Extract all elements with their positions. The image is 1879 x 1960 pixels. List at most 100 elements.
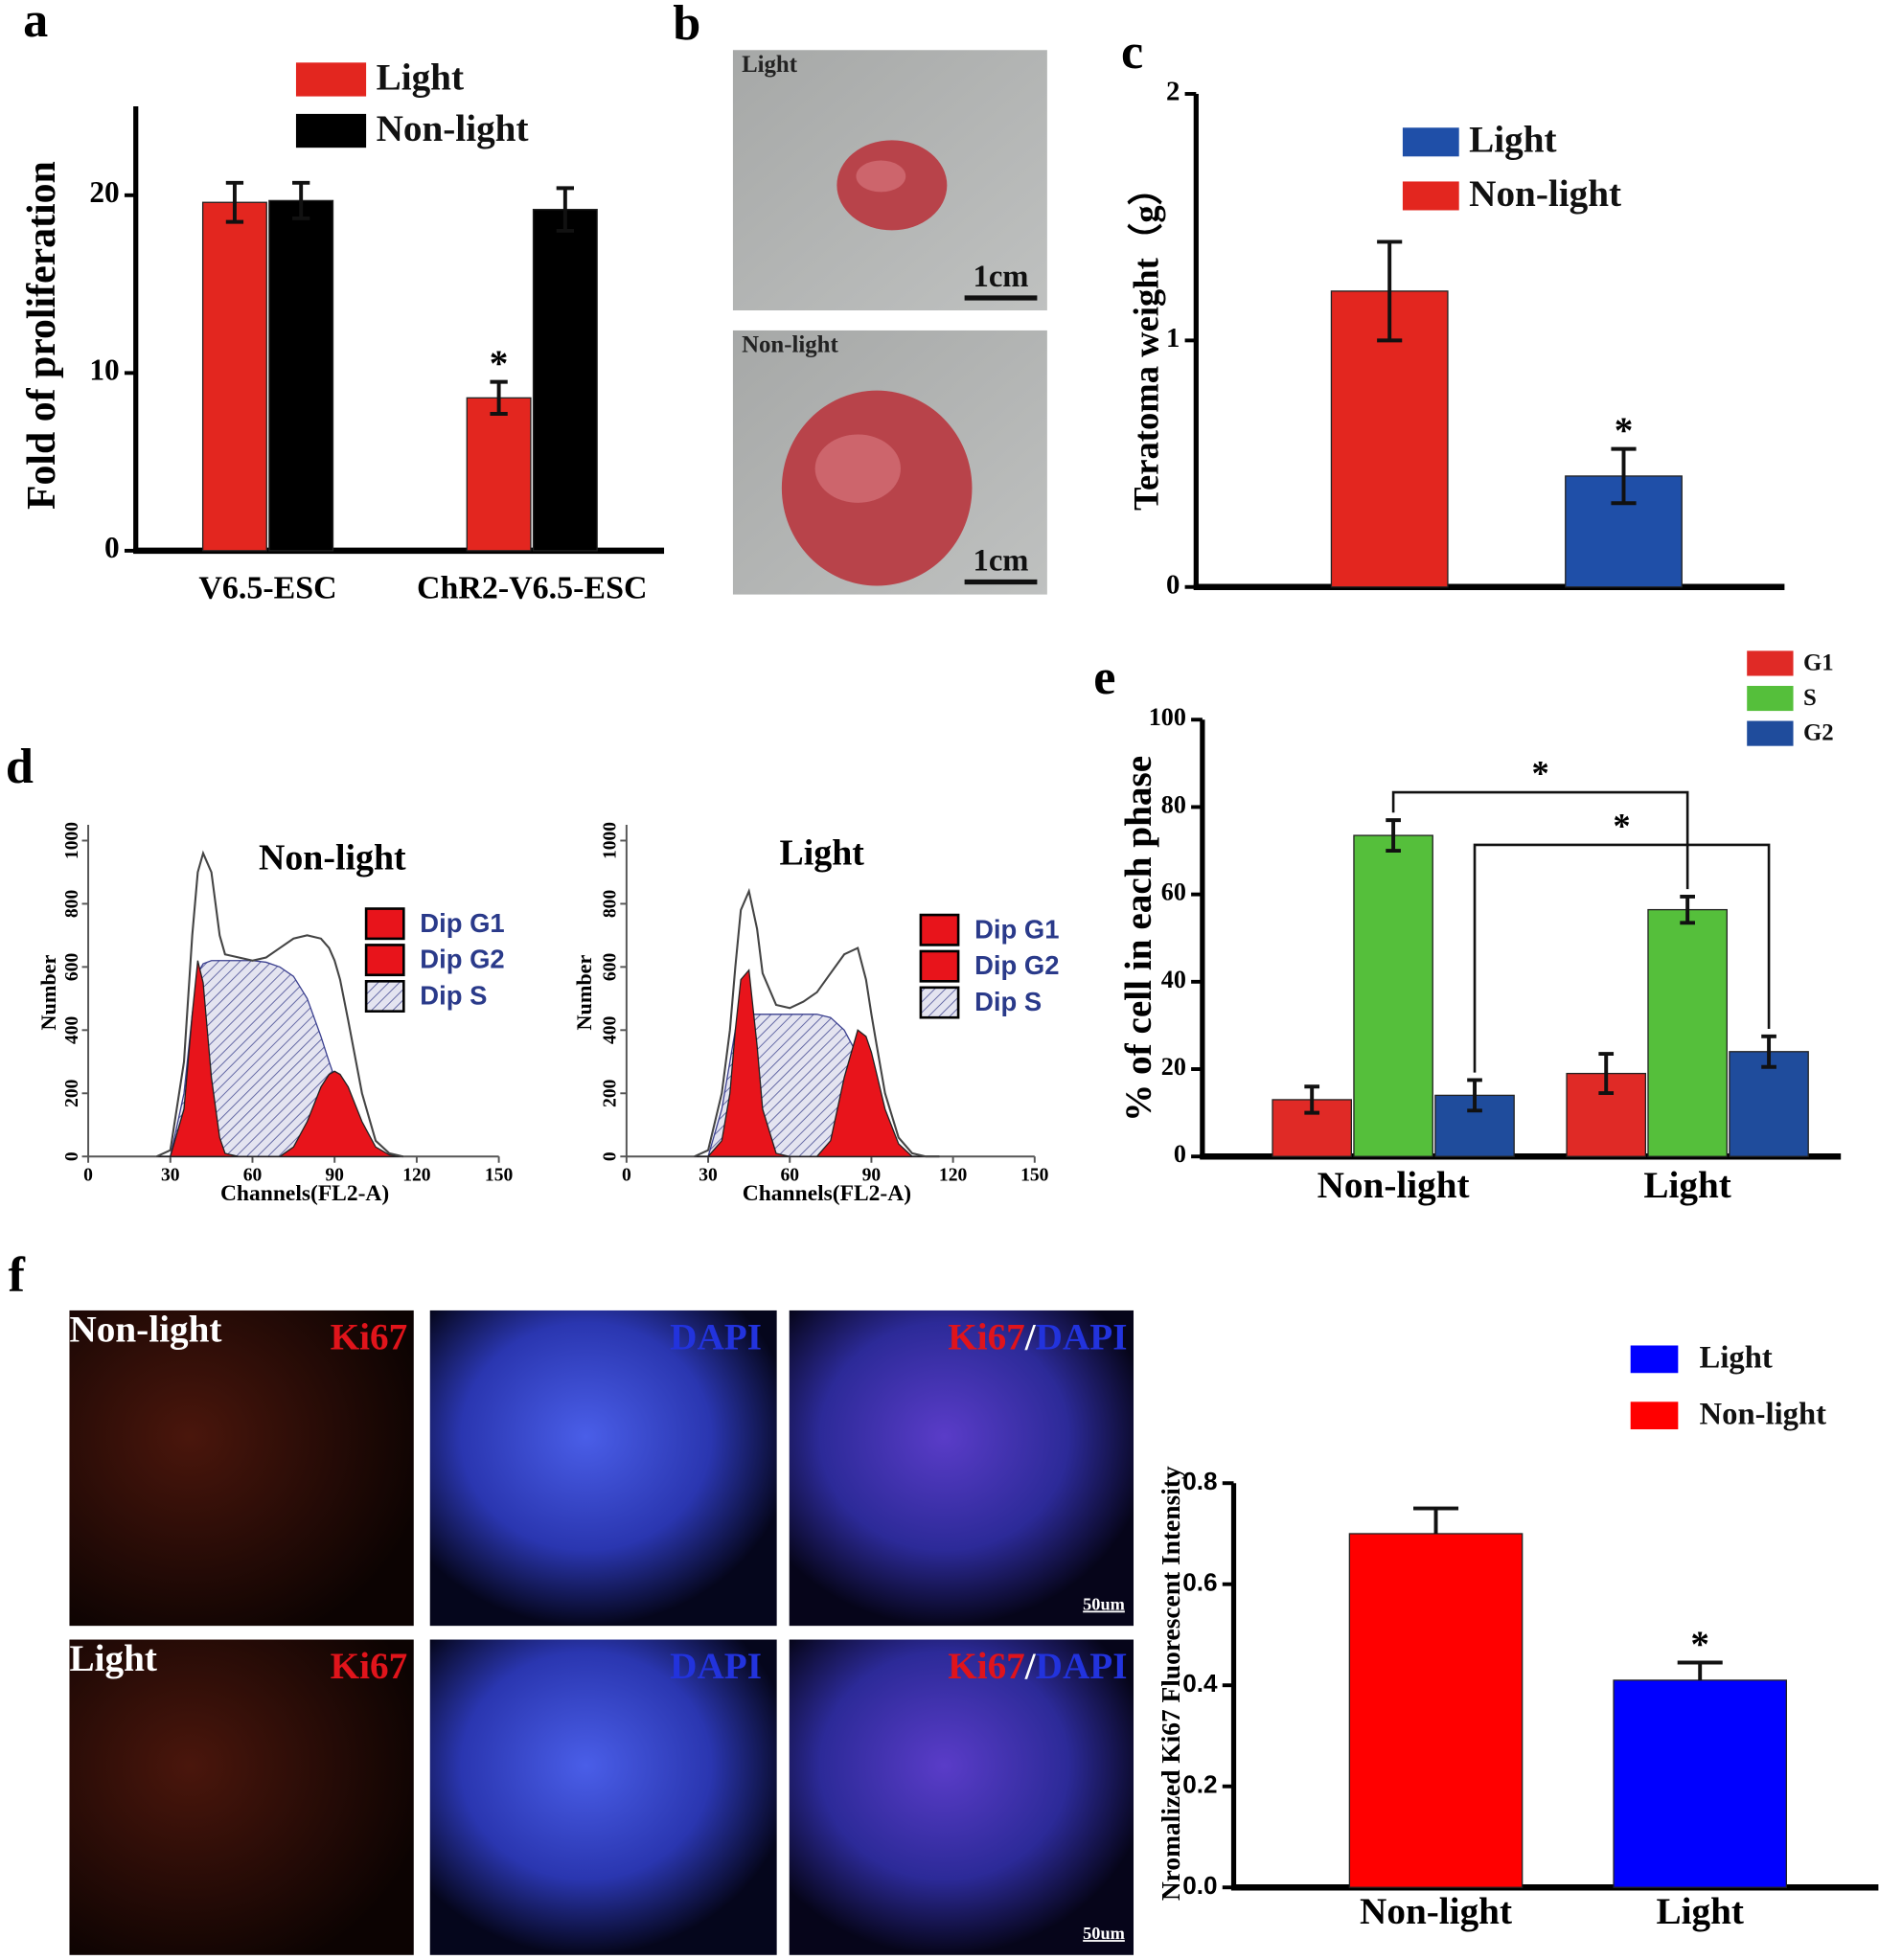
legend-swatch (1747, 650, 1794, 676)
bar (1647, 908, 1728, 1157)
legend-label: S (1803, 685, 1817, 711)
panel-label: f (8, 1246, 25, 1302)
legend-label: Light (1469, 120, 1556, 161)
scale-label: 1cm (974, 260, 1029, 294)
x-tick-label: 0 (622, 1166, 631, 1186)
y-tick-label: 40 (1161, 966, 1186, 993)
micrograph (429, 1639, 777, 1955)
error-bar (1304, 1084, 1320, 1115)
legend-swatch (1630, 1402, 1679, 1430)
x-tick-label: V6.5-ESC (198, 570, 336, 605)
legend-label: Non-light (377, 108, 529, 149)
legend-swatch (364, 979, 405, 1013)
bar (466, 397, 532, 552)
chart-title: Non-light (259, 838, 406, 878)
error-bar (292, 180, 310, 220)
x-tick-label: Non-light (1360, 1891, 1512, 1932)
x-tick-label: 0 (83, 1166, 93, 1186)
bracket-label: * (1613, 807, 1630, 846)
legend-label: G1 (1803, 650, 1834, 675)
y-tick-label: 0 (104, 531, 120, 564)
x-tick-label: 120 (939, 1166, 968, 1186)
y-axis-label: Number (36, 954, 60, 1030)
x-axis-label: Channels(FL2-A) (220, 1181, 389, 1206)
micrograph (429, 1310, 777, 1627)
legend-label: Dip G2 (974, 950, 1059, 980)
y-tick-label: 20 (89, 175, 119, 209)
y-tick-label: 0.6 (1182, 1568, 1217, 1597)
legend-swatch (1747, 720, 1794, 746)
y-tick-label: 400 (601, 1015, 621, 1044)
photo-label: Non-light (69, 1309, 221, 1350)
y-tick-label: 20 (1161, 1053, 1186, 1081)
x-tick-label: 150 (1020, 1166, 1049, 1186)
legend-label: Light (1700, 1341, 1773, 1376)
stain-part: Ki67 (948, 1646, 1025, 1687)
x-tick-label: 120 (402, 1166, 431, 1186)
stain-part: DAPI (1036, 1316, 1128, 1357)
x-tick-label: 60 (780, 1166, 799, 1186)
photo-label: Light (69, 1638, 156, 1679)
panel-label: c (1121, 24, 1143, 80)
scale-label: 50um (1083, 1594, 1125, 1613)
y-tick-label: 600 (62, 952, 82, 981)
specimen-highlight (814, 434, 901, 503)
y-tick-label: 0.8 (1182, 1467, 1217, 1495)
scale-label: 50um (1083, 1924, 1125, 1943)
y-tick-label: 0 (1174, 1140, 1186, 1168)
y-tick-label: 200 (601, 1079, 621, 1107)
panel-label: e (1093, 650, 1115, 705)
x-tick-label: Non-light (1318, 1165, 1470, 1206)
envelope-line (694, 887, 940, 1158)
y-tick-label: 0 (1166, 569, 1180, 600)
y-axis-label: Nromalized Ki67 Fluorescent Intensity (1157, 1466, 1185, 1901)
legend-swatch (1630, 1345, 1679, 1374)
legend-swatch (295, 113, 367, 148)
y-tick-label: 800 (62, 890, 82, 919)
legend-swatch (919, 949, 960, 983)
area (156, 1070, 403, 1157)
legend-swatch (1402, 181, 1459, 211)
stain-label: Ki67/DAPI (948, 1646, 1127, 1687)
y-tick-label: 10 (89, 353, 119, 387)
x-tick-label: 90 (325, 1166, 344, 1186)
error-bar (225, 180, 244, 224)
y-tick-label: 0 (601, 1151, 621, 1161)
legend-label: Non-light (1469, 173, 1621, 215)
stain-part: DAPI (1036, 1646, 1128, 1687)
legend-swatch (1402, 127, 1459, 157)
y-tick-label: 0.0 (1182, 1871, 1217, 1900)
photo-label: Non-light (742, 332, 838, 358)
x-axis-label: Channels(FL2-A) (743, 1181, 911, 1206)
legend-swatch (364, 907, 405, 941)
bar (1613, 1679, 1788, 1888)
error-bar (1598, 1052, 1615, 1096)
error-bar (556, 186, 574, 233)
bracket (1391, 790, 1689, 890)
scale-label: 1cm (974, 543, 1029, 578)
bar (201, 201, 267, 552)
error-bar (1677, 1660, 1723, 1680)
panel-label: b (673, 0, 700, 51)
y-tick-label: 200 (62, 1079, 82, 1107)
error-bar (1611, 446, 1637, 506)
y-tick-label: 2 (1166, 77, 1180, 107)
legend-label: Dip G1 (420, 908, 504, 938)
x-tick-label: 30 (161, 1166, 180, 1186)
error-bar (1680, 894, 1695, 925)
stain-separator: / (1024, 1316, 1037, 1357)
legend-label: Dip G1 (974, 914, 1059, 944)
stain-part: Ki67 (948, 1316, 1025, 1357)
y-axis-label: Number (572, 954, 596, 1030)
stain-label: DAPI (670, 1316, 762, 1357)
bar (268, 199, 334, 552)
error-bar (1386, 818, 1401, 853)
x-tick-label: Light (1656, 1891, 1743, 1932)
x-tick-label: Light (1643, 1165, 1730, 1206)
bracket (1473, 843, 1771, 1073)
y-tick-label: 1000 (62, 822, 82, 859)
error-bar (1467, 1078, 1482, 1113)
y-tick-label: 60 (1161, 878, 1186, 906)
